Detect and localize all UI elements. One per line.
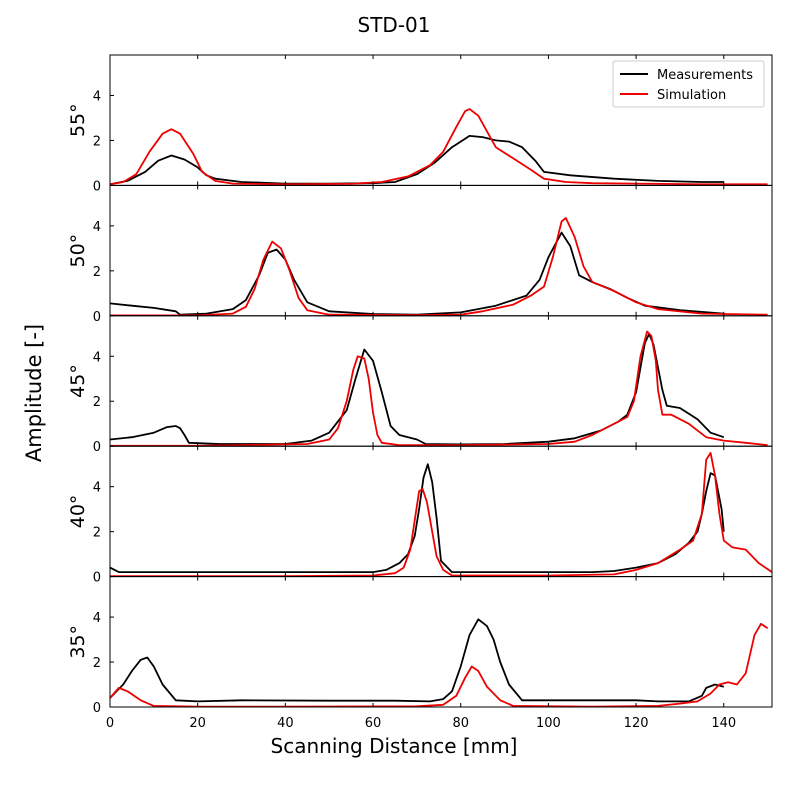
y-tick-label: 0 [93,310,101,325]
y-tick-label: 2 [93,134,101,149]
panel-frame [109,576,773,708]
series-line-measurements [110,135,724,186]
panel-label: 55° [67,103,89,137]
legend-box [612,60,765,108]
y-tick-label: 4 [93,350,101,365]
panel-label: 35° [67,625,89,659]
series-line-simulation [110,622,769,707]
y-tick-label: 0 [93,440,101,455]
panel-4: 0 2 4 40° [67,445,773,586]
y-tick-label: 4 [93,611,101,626]
series-line-simulation [110,330,768,447]
x-tick-label: 0 [106,716,114,731]
y-tick-label: 2 [93,526,101,541]
y-tick-label: 4 [93,481,101,496]
panel-label: 45° [67,364,89,398]
panel-2: 0 2 4 50° [67,184,773,325]
panel-frame [109,315,773,447]
x-tick-label: 140 [711,716,736,731]
panel-label: 40° [67,495,89,529]
series-line-measurements [110,618,725,703]
x-tick-label: 20 [189,716,206,731]
panel-label: 50° [67,234,89,268]
y-tick-label: 0 [93,571,101,586]
y-tick-label: 4 [93,220,101,235]
y-tick-label: 4 [93,89,101,104]
legend: Measurements Simulation [612,60,765,108]
series-line-measurements [110,231,724,316]
y-tick-label: 0 [93,179,101,194]
legend-label-measurements: Measurements [657,68,753,83]
x-tick-label: 120 [624,716,649,731]
legend-label-simulation: Simulation [657,88,726,103]
y-tick-label: 2 [93,395,101,410]
series-line-simulation [110,108,768,186]
series-line-simulation [110,217,768,316]
panel-frame [109,184,773,317]
x-tick-label: 60 [365,716,382,731]
x-tick-label: 80 [452,716,469,731]
panel-3: 0 2 4 45° [67,315,773,455]
y-tick-label: 0 [93,701,101,716]
y-tick-label: 2 [93,656,101,671]
series-line-measurements [110,332,725,446]
x-tick-label: 40 [277,716,294,731]
x-axis-label: Scanning Distance [mm] [271,734,518,758]
series-line-measurements [110,463,725,573]
series-line-simulation [110,452,772,577]
y-tick-label: 2 [93,265,101,280]
y-axis-label: Amplitude [-] [22,324,46,462]
chart-title: STD-01 [358,13,431,37]
x-tick-label: 100 [536,716,561,731]
